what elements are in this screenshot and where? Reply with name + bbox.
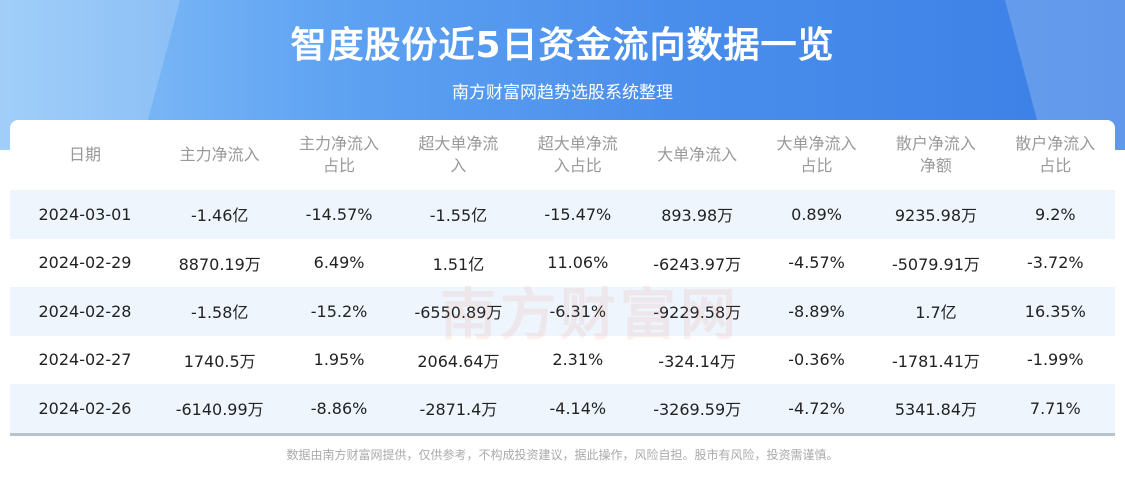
table-cell: -6243.97万 xyxy=(653,254,742,274)
column-header-line: 日期 xyxy=(68,145,101,164)
column-header-line: 主力净流入 xyxy=(299,134,380,153)
table-cell: 8870.19万 xyxy=(178,254,261,274)
table-cell: -5079.91万 xyxy=(891,254,980,274)
table-cell: -1.99% xyxy=(1027,350,1084,370)
table-cell: 2064.64万 xyxy=(417,351,500,371)
table-cell: -1.55亿 xyxy=(429,206,488,226)
table-cell: 1.7亿 xyxy=(915,303,957,323)
column-header: 大单净流入 xyxy=(638,144,757,166)
column-header-line: 入 xyxy=(450,156,467,175)
column-header: 主力净流入 xyxy=(160,144,279,166)
table-cell: -6.31% xyxy=(549,301,607,321)
table-cell: -4.14% xyxy=(549,398,607,418)
table-cell: 2024-02-27 xyxy=(38,350,132,370)
table-cell: -14.57% xyxy=(305,204,373,224)
column-header: 主力净流入 占比 xyxy=(279,133,398,177)
column-header-line: 占比 xyxy=(323,156,356,175)
table-cell: -8.89% xyxy=(788,301,845,321)
table-cell: -4.57% xyxy=(788,253,845,273)
table-cell: 2.31% xyxy=(552,350,604,370)
column-header: 大单净流入 占比 xyxy=(757,133,876,177)
table-cell: 893.98万 xyxy=(661,206,734,226)
data-table: 日期 主力净流入 主力净流入 占比 超大单净流入超大单净流 入占比 大单净流入 大单净流入 占比… xyxy=(10,120,1115,436)
column-header-line: 超大单净流 xyxy=(537,134,618,153)
column-header-line: 散户净流入 xyxy=(895,134,976,153)
table-cell: 1.51亿 xyxy=(432,254,485,274)
table-cell: -324.14万 xyxy=(658,351,737,371)
table-cell: 5341.84万 xyxy=(894,400,978,420)
table-cell: -3.72% xyxy=(1027,253,1084,273)
table-cell: -4.72% xyxy=(788,398,845,418)
table-cell: -9229.58万 xyxy=(653,303,742,323)
table-cell: 0.89% xyxy=(791,204,842,224)
column-header-line: 大单净流入 xyxy=(776,134,857,153)
table-body: 2024-03-01 -1.46亿 -14.57% -1.55亿 -15.47% 893.… xyxy=(10,190,1115,433)
table-cell: -1.46亿 xyxy=(190,206,249,226)
column-header-line: 净额 xyxy=(919,156,952,175)
column-header-line: 入占比 xyxy=(553,156,602,175)
disclaimer: 数据由南方财富网提供，仅供参考，不构成投资建议，据此操作，风险自担。股市有风险，… xyxy=(286,448,839,462)
table-cell: 2024-02-28 xyxy=(38,301,132,321)
table-row: 2024-02-26 -6140.99万 -8.86% -2871.4万 -4.14% -… xyxy=(10,384,1115,433)
column-header-line: 占比 xyxy=(800,156,833,175)
table-cell: -15.47% xyxy=(544,204,612,224)
column-header: 散户净流入 净额 xyxy=(876,133,995,177)
table-cell: 16.35% xyxy=(1024,301,1086,321)
column-header-line: 主力净流入 xyxy=(179,145,260,164)
column-header-line: 大单净流入 xyxy=(657,145,738,164)
page-subtitle: 南方财富网趋势选股系统整理 xyxy=(452,83,673,103)
column-header-line: 超大单净流 xyxy=(418,134,499,153)
table-row: 2024-02-29 8870.19万 6.49% 1.51亿 11.06% -6243.… xyxy=(10,239,1115,288)
table-cell: 9235.98万 xyxy=(894,206,978,226)
table-cell: 2024-02-26 xyxy=(38,398,132,418)
column-header: 超大单净流 入占比 xyxy=(518,133,637,177)
page-title: 智度股份近5日资金流向数据一览 xyxy=(290,25,835,66)
table-cell: -3269.59万 xyxy=(653,400,742,420)
table-cell: -2871.4万 xyxy=(419,400,498,420)
column-header-line: 散户净流入 xyxy=(1015,134,1096,153)
table-row: 2024-02-27 1740.5万 1.95% 2064.64万 2.31% -324.… xyxy=(10,336,1115,385)
table-cell: -0.36% xyxy=(788,350,845,370)
table-cell: 1740.5万 xyxy=(183,351,256,371)
column-header: 日期 xyxy=(10,144,160,166)
table-cell: -6140.99万 xyxy=(175,400,264,420)
table-cell: 1.95% xyxy=(313,350,365,370)
table-cell: -1.58亿 xyxy=(190,303,249,323)
table-header: 日期 主力净流入 主力净流入 占比 超大单净流入超大单净流 入占比 大单净流入 大单净流入 占比… xyxy=(10,120,1115,190)
table-cell: -6550.89万 xyxy=(414,303,503,323)
table-cell: 2024-03-01 xyxy=(38,204,132,224)
column-header: 超大单净流入 xyxy=(399,133,518,177)
table-cell: -1781.41万 xyxy=(891,351,980,371)
table-cell: 7.71% xyxy=(1029,398,1081,418)
table-cell: 2024-02-29 xyxy=(38,253,132,273)
column-header: 散户净流入 占比 xyxy=(996,133,1115,177)
table-row: 2024-03-01 -1.46亿 -14.57% -1.55亿 -15.47% 893.… xyxy=(10,190,1115,239)
column-header-line: 占比 xyxy=(1039,156,1072,175)
table-row: 2024-02-28 -1.58亿 -15.2% -6550.89万 -6.31% -92… xyxy=(10,287,1115,336)
table-cell: -8.86% xyxy=(310,398,368,418)
table-cell: 11.06% xyxy=(547,253,609,273)
table-cell: 9.2% xyxy=(1034,204,1076,224)
table-cell: -15.2% xyxy=(310,301,368,321)
table-cell: 6.49% xyxy=(313,253,365,273)
